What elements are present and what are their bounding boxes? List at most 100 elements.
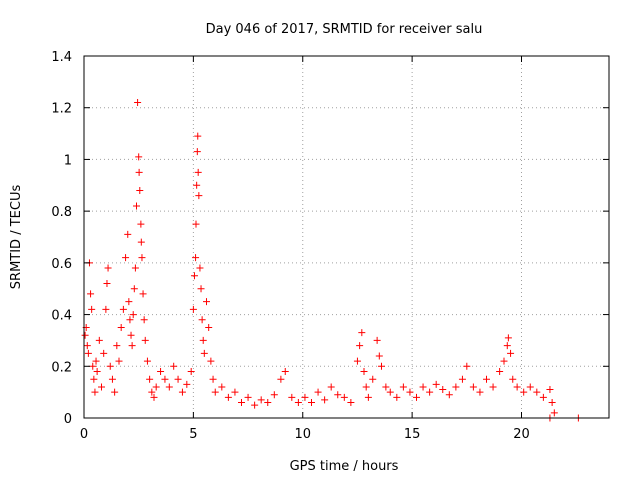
data-point (126, 316, 134, 324)
data-point (244, 393, 252, 401)
data-point (193, 148, 201, 156)
data-points (81, 99, 582, 422)
data-point (378, 362, 385, 370)
data-point (382, 383, 390, 391)
data-point (92, 357, 100, 365)
data-point (526, 383, 534, 391)
data-point (489, 383, 497, 391)
data-point (152, 383, 160, 391)
data-point (308, 398, 315, 406)
data-point (141, 336, 149, 344)
data-point (122, 254, 130, 262)
data-point (91, 388, 99, 396)
data-point (113, 342, 121, 350)
data-point (111, 388, 119, 396)
y-tick-label: 1.2 (51, 102, 72, 117)
y-tick-label: 0 (64, 412, 72, 427)
data-point (187, 367, 195, 375)
y-tick-label: 0.6 (51, 257, 72, 272)
data-point (347, 398, 355, 406)
data-point (190, 272, 198, 280)
x-tick-labels: 0 5 10 15 20 (80, 427, 530, 442)
data-point (426, 388, 434, 396)
y-tick-label: 0.8 (51, 205, 72, 220)
data-point (546, 386, 554, 394)
data-point (503, 342, 511, 350)
data-point (224, 393, 232, 401)
y-tick-label: 1 (64, 153, 72, 168)
data-point (117, 324, 125, 331)
x-tick-label: 10 (294, 427, 311, 442)
data-point (476, 388, 484, 396)
data-point (135, 168, 143, 176)
data-point (115, 357, 123, 365)
data-point (174, 375, 182, 383)
data-point (146, 375, 154, 383)
data-point (130, 285, 138, 293)
data-point (81, 331, 89, 339)
data-point (198, 316, 206, 324)
data-point (353, 357, 361, 365)
data-point (106, 362, 114, 370)
data-point (128, 342, 136, 350)
x-tick-label: 5 (189, 427, 197, 442)
data-point (199, 336, 207, 344)
data-point (393, 393, 401, 401)
data-point (108, 375, 116, 383)
data-point (533, 388, 541, 396)
data-point (137, 238, 145, 246)
data-point (504, 334, 512, 342)
x-tick-label: 15 (404, 427, 421, 442)
data-point (211, 388, 219, 396)
data-point (550, 409, 558, 417)
data-point (207, 357, 215, 365)
data-point (386, 388, 394, 396)
data-point (463, 362, 471, 370)
y-axis-label: SRMTID / TECUs (9, 185, 24, 290)
data-point (192, 254, 200, 262)
y-tick-label: 0.4 (51, 309, 72, 324)
data-point (140, 316, 148, 324)
data-point (539, 393, 547, 401)
data-point (257, 396, 265, 404)
data-point (89, 362, 97, 370)
data-point (321, 396, 329, 404)
data-point (548, 398, 556, 406)
data-point (104, 264, 112, 272)
data-point (209, 375, 217, 383)
data-point (439, 386, 447, 394)
data-point (189, 305, 197, 313)
data-point (360, 367, 368, 375)
data-point (334, 391, 342, 399)
data-point (327, 383, 335, 391)
data-point (194, 168, 202, 176)
data-point (195, 192, 203, 200)
data-point (161, 375, 169, 383)
data-point (264, 398, 272, 406)
data-point (513, 383, 521, 391)
data-point (358, 329, 366, 337)
data-point (90, 375, 98, 383)
axis-ticks (83, 55, 609, 419)
data-point (84, 349, 92, 357)
x-axis-label: GPS time / hours (290, 459, 399, 474)
data-point (200, 349, 208, 357)
data-point (277, 375, 285, 383)
data-point (133, 202, 140, 210)
data-point (129, 311, 137, 319)
data-point (362, 383, 370, 391)
data-point (134, 99, 142, 107)
data-point (178, 388, 186, 396)
data-point (340, 393, 348, 401)
data-point (270, 391, 278, 399)
data-point (288, 393, 296, 401)
data-point (157, 367, 165, 375)
grid (84, 56, 609, 418)
data-point (138, 254, 146, 262)
data-point (125, 298, 133, 306)
data-point (314, 388, 322, 396)
data-point (131, 264, 139, 272)
data-point (135, 153, 143, 161)
data-point (373, 336, 381, 344)
data-point (218, 383, 226, 391)
